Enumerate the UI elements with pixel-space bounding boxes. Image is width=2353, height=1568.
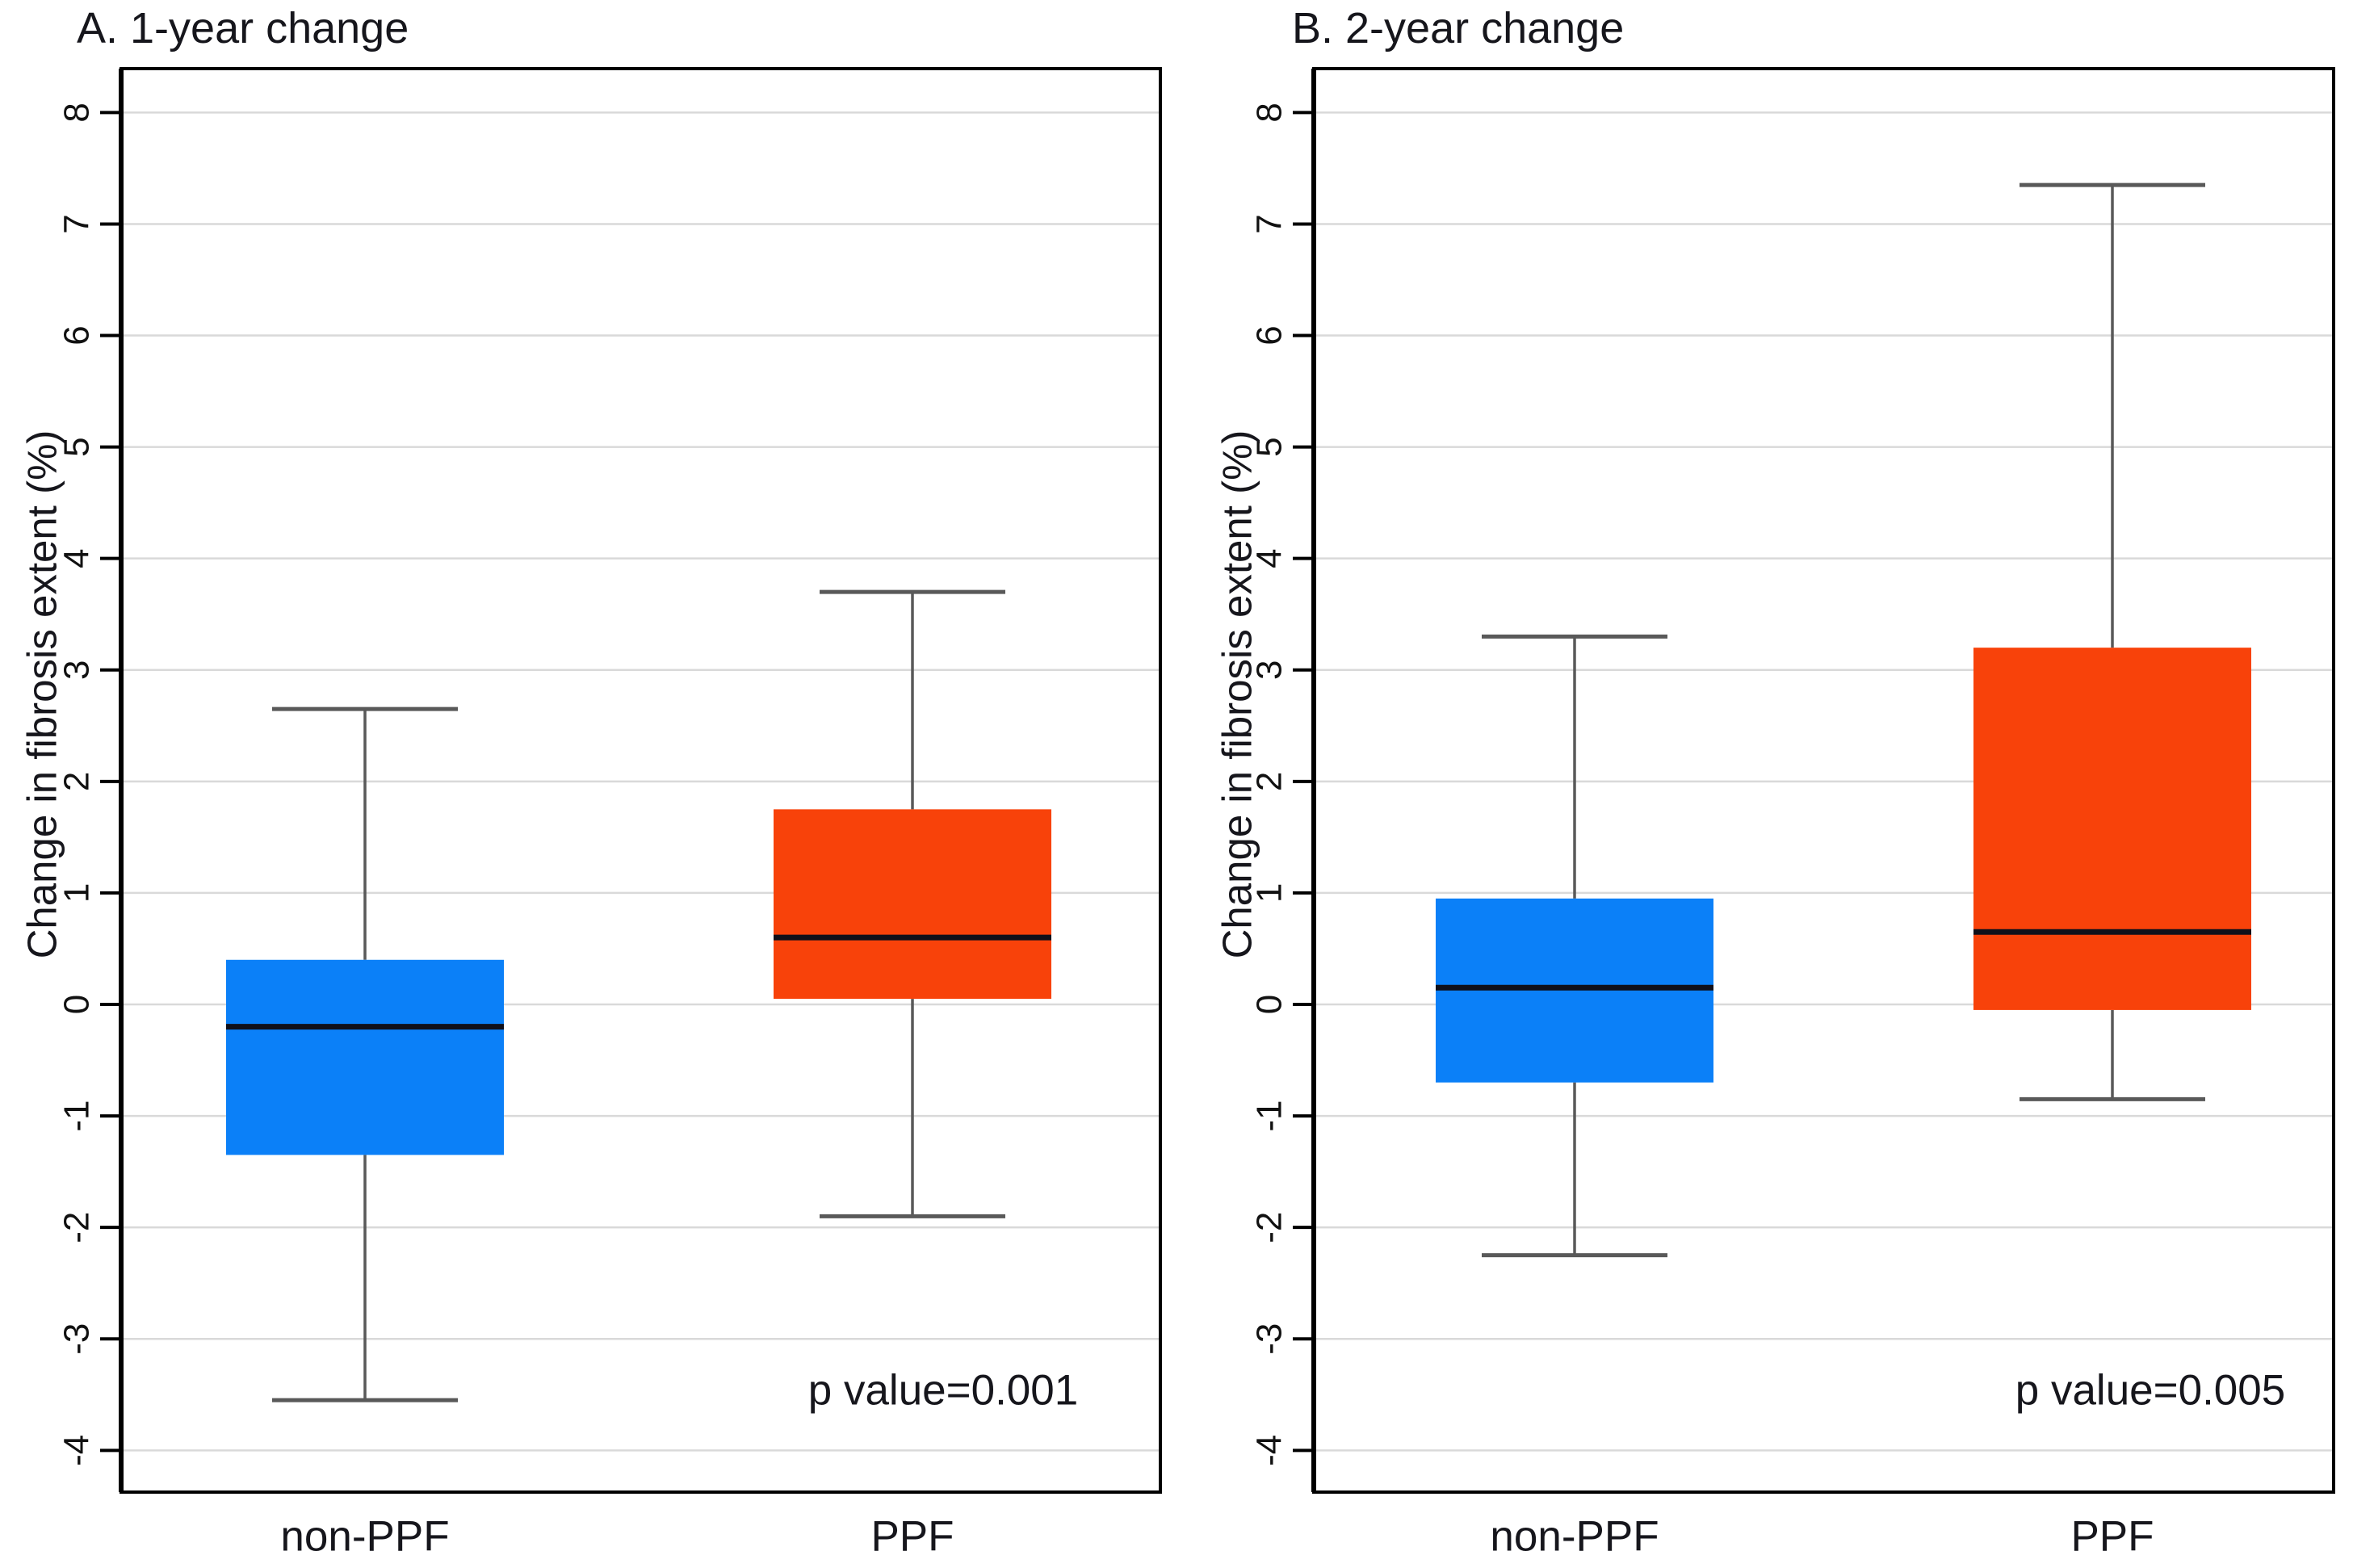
iqr-box bbox=[774, 809, 1051, 1000]
panel-b-p-value: p value=0.005 bbox=[2015, 1366, 2286, 1415]
panel-a-p-value: p value=0.001 bbox=[807, 1366, 1079, 1415]
plot-frame bbox=[120, 67, 1162, 1494]
y-tick-label: 6 bbox=[57, 325, 97, 345]
y-tick-label: 1 bbox=[1250, 883, 1290, 903]
y-tick-label: 3 bbox=[57, 660, 97, 680]
y-tick-label: 7 bbox=[1250, 214, 1290, 233]
y-tick-label: 4 bbox=[57, 548, 97, 568]
panel-b-category-label-non-ppf: non-PPF bbox=[1490, 1512, 1659, 1561]
panel-b-y-axis-title: Change in fibrosis extent (%) bbox=[1214, 430, 1260, 959]
y-tick-label: 2 bbox=[1250, 772, 1290, 791]
panel-a-title: A. 1-year change bbox=[77, 4, 409, 52]
y-tick-label: 4 bbox=[1250, 548, 1290, 568]
panel-b-category-label-ppf: PPF bbox=[2070, 1512, 2154, 1561]
y-tick-label: -4 bbox=[57, 1435, 97, 1466]
y-tick-label: 6 bbox=[1250, 325, 1290, 345]
y-tick-label: 8 bbox=[57, 103, 97, 122]
y-tick-label: 0 bbox=[1250, 995, 1290, 1014]
y-tick-label: 8 bbox=[1250, 103, 1290, 122]
iqr-box bbox=[1973, 648, 2251, 1010]
panel-a-category-label-ppf: PPF bbox=[870, 1512, 954, 1561]
y-tick-label: -1 bbox=[57, 1101, 97, 1132]
y-tick-label: -2 bbox=[57, 1212, 97, 1243]
iqr-box bbox=[226, 959, 504, 1155]
y-tick-label: -2 bbox=[1250, 1212, 1290, 1243]
y-tick-label: 1 bbox=[57, 883, 97, 903]
y-tick-label: -1 bbox=[1250, 1101, 1290, 1132]
y-tick-label: -3 bbox=[57, 1323, 97, 1355]
y-tick-label: 7 bbox=[57, 214, 97, 233]
y-tick-label: 2 bbox=[57, 772, 97, 791]
y-tick-label: -4 bbox=[1250, 1435, 1290, 1466]
panel-a-y-axis-title: Change in fibrosis extent (%) bbox=[19, 430, 65, 959]
y-tick-label: 0 bbox=[57, 995, 97, 1014]
y-tick-label: 5 bbox=[1250, 437, 1290, 456]
panel-b-title: B. 2-year change bbox=[1292, 4, 1625, 52]
y-tick-label: -3 bbox=[1250, 1323, 1290, 1355]
y-tick-label: 5 bbox=[57, 437, 97, 456]
y-tick-label: 3 bbox=[1250, 660, 1290, 680]
panel-a-category-label-non-ppf: non-PPF bbox=[280, 1512, 450, 1561]
